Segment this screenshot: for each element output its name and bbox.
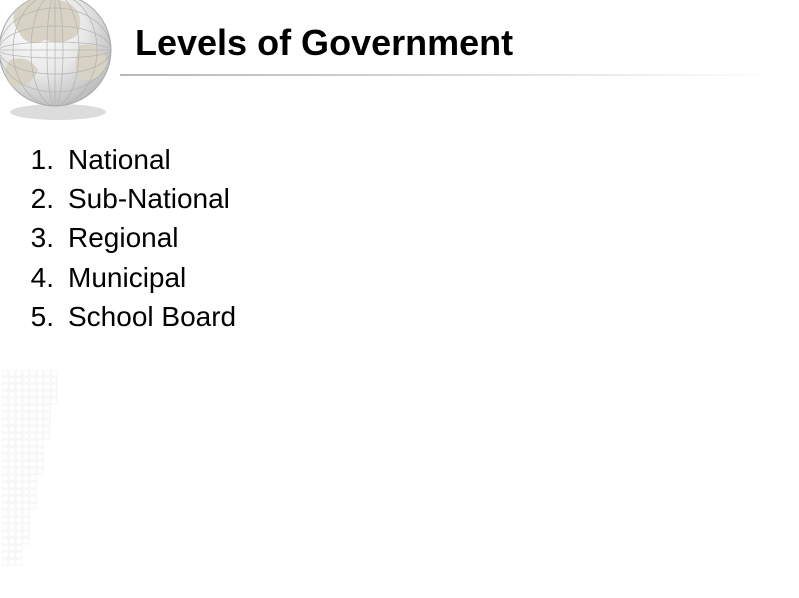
list-item: 1. National bbox=[18, 140, 236, 179]
list-number: 3. bbox=[18, 218, 62, 257]
list-text: School Board bbox=[62, 297, 236, 336]
list-number: 5. bbox=[18, 297, 62, 336]
slide-title: Levels of Government bbox=[135, 22, 513, 64]
list-text: National bbox=[62, 140, 171, 179]
list-item: 4. Municipal bbox=[18, 258, 236, 297]
globe-icon bbox=[0, 0, 120, 120]
list-number: 4. bbox=[18, 258, 62, 297]
list-number: 1. bbox=[18, 140, 62, 179]
list-text: Municipal bbox=[62, 258, 186, 297]
list-number: 2. bbox=[18, 179, 62, 218]
list-text: Regional bbox=[62, 218, 179, 257]
title-underline bbox=[120, 74, 780, 76]
list-text: Sub-National bbox=[62, 179, 230, 218]
ordered-list: 1. National 2. Sub-National 3. Regional … bbox=[18, 140, 236, 336]
list-item: 2. Sub-National bbox=[18, 179, 236, 218]
list-item: 3. Regional bbox=[18, 218, 236, 257]
corner-grid-decoration bbox=[2, 370, 72, 580]
slide: Levels of Government 1. National 2. Sub-… bbox=[0, 0, 799, 598]
list-item: 5. School Board bbox=[18, 297, 236, 336]
